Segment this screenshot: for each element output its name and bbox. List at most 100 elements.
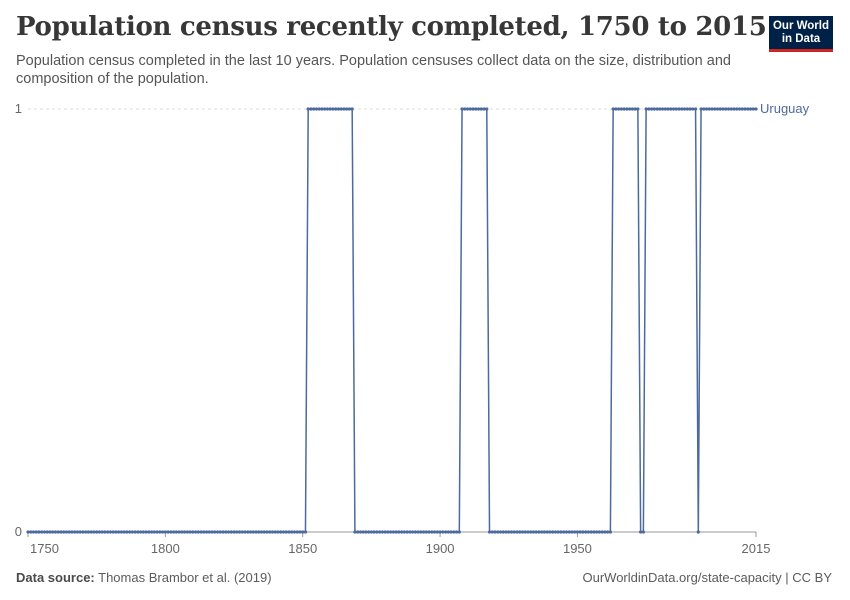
owid-logo[interactable]: Our World in Data <box>769 16 833 52</box>
data-point[interactable] <box>309 107 313 111</box>
data-point[interactable] <box>663 107 667 111</box>
data-point[interactable] <box>114 530 118 534</box>
data-point[interactable] <box>119 530 124 534</box>
data-point[interactable] <box>136 530 140 534</box>
data-point[interactable] <box>531 530 536 534</box>
data-point[interactable] <box>551 530 555 534</box>
data-point[interactable] <box>693 107 698 111</box>
data-point[interactable] <box>677 107 681 111</box>
data-point[interactable] <box>284 530 288 534</box>
data-point[interactable] <box>103 530 107 534</box>
data-point[interactable] <box>746 107 750 111</box>
data-point[interactable] <box>26 530 30 534</box>
data-point[interactable] <box>419 530 423 534</box>
data-point[interactable] <box>435 530 439 534</box>
data-point[interactable] <box>350 107 354 111</box>
data-point[interactable] <box>553 530 558 534</box>
data-point[interactable] <box>251 530 255 534</box>
data-point[interactable] <box>48 530 52 534</box>
data-point[interactable] <box>281 530 286 534</box>
data-point[interactable] <box>715 107 720 111</box>
data-point[interactable] <box>353 530 357 534</box>
data-point[interactable] <box>411 530 415 534</box>
data-point[interactable] <box>342 107 346 111</box>
data-point[interactable] <box>177 530 181 534</box>
data-point[interactable] <box>240 530 244 534</box>
data-point[interactable] <box>314 107 319 111</box>
data-point[interactable] <box>465 107 470 111</box>
data-point[interactable] <box>496 530 500 534</box>
data-point[interactable] <box>485 107 489 111</box>
data-point[interactable] <box>537 530 541 534</box>
data-point[interactable] <box>268 530 272 534</box>
data-point[interactable] <box>237 530 242 534</box>
data-point[interactable] <box>600 530 604 534</box>
data-point[interactable] <box>449 530 453 534</box>
data-point[interactable] <box>67 530 71 534</box>
data-point[interactable] <box>328 107 332 111</box>
data-point[interactable] <box>92 530 96 534</box>
data-point[interactable] <box>540 530 544 534</box>
data-point[interactable] <box>232 530 236 534</box>
data-point[interactable] <box>691 107 695 111</box>
data-point[interactable] <box>479 107 483 111</box>
data-point[interactable] <box>556 530 560 534</box>
data-point[interactable] <box>512 530 516 534</box>
data-point[interactable] <box>226 530 231 534</box>
data-point[interactable] <box>732 107 736 111</box>
data-point[interactable] <box>507 530 511 534</box>
data-point[interactable] <box>163 530 167 534</box>
data-point[interactable] <box>70 530 74 534</box>
data-point[interactable] <box>573 530 577 534</box>
data-point[interactable] <box>718 107 722 111</box>
data-point[interactable] <box>97 530 102 534</box>
data-point[interactable] <box>671 107 676 111</box>
data-point[interactable] <box>59 530 63 534</box>
data-point[interactable] <box>424 530 428 534</box>
data-point[interactable] <box>130 530 134 534</box>
data-point[interactable] <box>669 107 673 111</box>
data-point[interactable] <box>696 530 700 534</box>
data-point[interactable] <box>144 530 148 534</box>
data-point[interactable] <box>400 530 404 534</box>
data-point[interactable] <box>254 530 258 534</box>
data-point[interactable] <box>276 530 280 534</box>
data-point[interactable] <box>372 530 376 534</box>
data-point[interactable] <box>204 530 209 534</box>
data-point[interactable] <box>427 530 431 534</box>
data-point[interactable] <box>581 530 585 534</box>
data-point[interactable] <box>397 530 401 534</box>
data-point[interactable] <box>628 107 632 111</box>
data-point[interactable] <box>51 530 55 534</box>
data-point[interactable] <box>652 107 656 111</box>
data-point[interactable] <box>518 530 522 534</box>
data-point[interactable] <box>570 530 574 534</box>
data-point[interactable] <box>364 530 368 534</box>
data-point[interactable] <box>454 530 459 534</box>
data-point[interactable] <box>391 530 395 534</box>
data-point[interactable] <box>100 530 104 534</box>
data-point[interactable] <box>378 530 382 534</box>
data-point[interactable] <box>622 107 626 111</box>
data-point[interactable] <box>172 530 176 534</box>
data-point[interactable] <box>218 530 222 534</box>
data-point[interactable] <box>367 530 371 534</box>
data-point[interactable] <box>279 530 283 534</box>
data-point[interactable] <box>688 107 692 111</box>
data-point[interactable] <box>78 530 82 534</box>
data-point[interactable] <box>724 107 728 111</box>
data-point[interactable] <box>471 107 475 111</box>
data-point[interactable] <box>685 107 689 111</box>
data-point[interactable] <box>158 530 162 534</box>
data-point[interactable] <box>243 530 247 534</box>
data-point[interactable] <box>487 530 492 534</box>
data-point[interactable] <box>575 530 580 534</box>
data-point[interactable] <box>323 107 327 111</box>
data-point[interactable] <box>660 107 665 111</box>
data-point[interactable] <box>86 530 91 534</box>
data-point[interactable] <box>658 107 662 111</box>
data-point[interactable] <box>438 530 442 534</box>
data-point[interactable] <box>161 530 165 534</box>
data-point[interactable] <box>529 530 533 534</box>
data-point[interactable] <box>559 530 563 534</box>
